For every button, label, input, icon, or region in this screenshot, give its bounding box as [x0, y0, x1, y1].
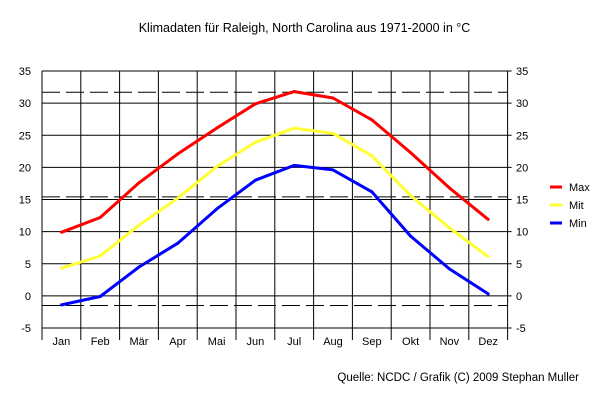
reference-lines: [42, 91, 508, 307]
data-point-mit-nov: [447, 226, 451, 230]
x-tick-label: Mär: [130, 336, 149, 348]
data-point-mit-apr: [176, 196, 180, 200]
y-axis-left: -5 0 5 10 15 20 25 30 35: [19, 66, 31, 335]
x-tick-label: Dez: [478, 336, 498, 348]
data-point-min-jan: [59, 303, 63, 307]
data-point-max-nov: [447, 186, 451, 190]
x-tick-label: Aug: [323, 336, 343, 348]
y-tick-label-right: 35: [516, 66, 528, 78]
data-point-max-mai: [215, 126, 219, 130]
legend: Max Mit Min: [550, 182, 590, 230]
data-point-max-okt: [409, 151, 413, 155]
series-line-min: [61, 163, 490, 307]
data-point-min-okt: [409, 234, 413, 238]
data-point-min-sep: [370, 190, 374, 194]
legend-label-min: Min: [569, 218, 587, 230]
x-tick-label: Jul: [287, 336, 301, 348]
y-tick-label-left: 15: [19, 195, 31, 207]
data-point-mit-mär: [137, 223, 141, 227]
y-tick-label-right: 0: [516, 291, 522, 303]
data-point-min-jul: [292, 163, 296, 167]
x-tick-label: Nov: [440, 336, 460, 348]
y-tick-label-right: 10: [516, 227, 528, 239]
source-credit: Quelle: NCDC / Grafik (C) 2009 Stephan M…: [337, 372, 579, 384]
y-tick-label-right: 5: [516, 259, 522, 271]
data-point-max-aug: [331, 96, 335, 100]
data-point-max-dez: [486, 217, 490, 221]
data-point-min-apr: [176, 241, 180, 245]
x-tick-label: Jun: [247, 336, 265, 348]
y-tick-label-right: 15: [516, 195, 528, 207]
y-tick-label-right: 30: [516, 98, 528, 110]
data-point-mit-mai: [215, 165, 219, 169]
grid-lines: [41, 70, 512, 340]
data-point-mit-feb: [98, 254, 102, 258]
y-tick-label-left: 30: [19, 98, 31, 110]
data-point-min-nov: [447, 267, 451, 271]
x-tick-label: Okt: [402, 336, 419, 348]
x-tick-label: Mai: [208, 336, 226, 348]
chart-title: Klimadaten für Raleigh, North Carolina a…: [138, 21, 471, 35]
y-tick-label-left: -5: [21, 323, 31, 335]
data-point-mit-jul: [292, 126, 296, 130]
y-axis-right: -5 0 5 10 15 20 25 30 35: [516, 66, 528, 335]
x-axis: Jan Feb Mär Apr Mai Jun Jul Aug Sep Okt Nov Dez: [53, 336, 498, 348]
data-point-mit-jan: [59, 266, 63, 270]
data-point-max-jan: [59, 230, 63, 234]
data-point-mit-okt: [409, 194, 413, 198]
data-point-min-mai: [215, 207, 219, 211]
data-point-min-mär: [137, 265, 141, 269]
y-tick-label-right: 25: [516, 130, 528, 142]
data-point-max-mär: [137, 181, 141, 185]
x-tick-label: Sep: [362, 336, 382, 348]
data-point-min-aug: [331, 168, 335, 172]
data-point-mit-aug: [331, 131, 335, 135]
data-point-mit-jun: [253, 140, 257, 144]
legend-label-mit: Mit: [569, 200, 584, 212]
data-point-max-apr: [176, 152, 180, 156]
data-point-max-feb: [98, 215, 102, 219]
y-tick-label-left: 35: [19, 66, 31, 78]
x-tick-label: Jan: [53, 336, 71, 348]
x-tick-label: Feb: [91, 336, 110, 348]
data-point-min-dez: [486, 292, 490, 296]
data-point-mit-sep: [370, 154, 374, 158]
data-point-min-feb: [98, 295, 102, 299]
data-point-max-jul: [292, 90, 296, 94]
y-tick-label-left: 5: [25, 259, 31, 271]
y-tick-label-left: 25: [19, 130, 31, 142]
series-line-max: [60, 90, 490, 234]
y-tick-label-left: 0: [25, 291, 31, 303]
y-tick-label-right: -5: [516, 323, 526, 335]
data-point-min-jun: [253, 178, 257, 182]
legend-label-max: Max: [569, 182, 590, 194]
y-tick-label-left: 20: [19, 162, 31, 174]
series-line-mit: [60, 126, 490, 270]
data-point-mit-dez: [486, 255, 490, 259]
y-tick-label-right: 20: [516, 162, 528, 174]
data-point-max-sep: [370, 118, 374, 122]
x-tick-label: Apr: [169, 336, 186, 348]
data-point-max-jun: [253, 102, 257, 106]
series-lines: [59, 90, 490, 307]
y-tick-label-left: 10: [19, 227, 31, 239]
